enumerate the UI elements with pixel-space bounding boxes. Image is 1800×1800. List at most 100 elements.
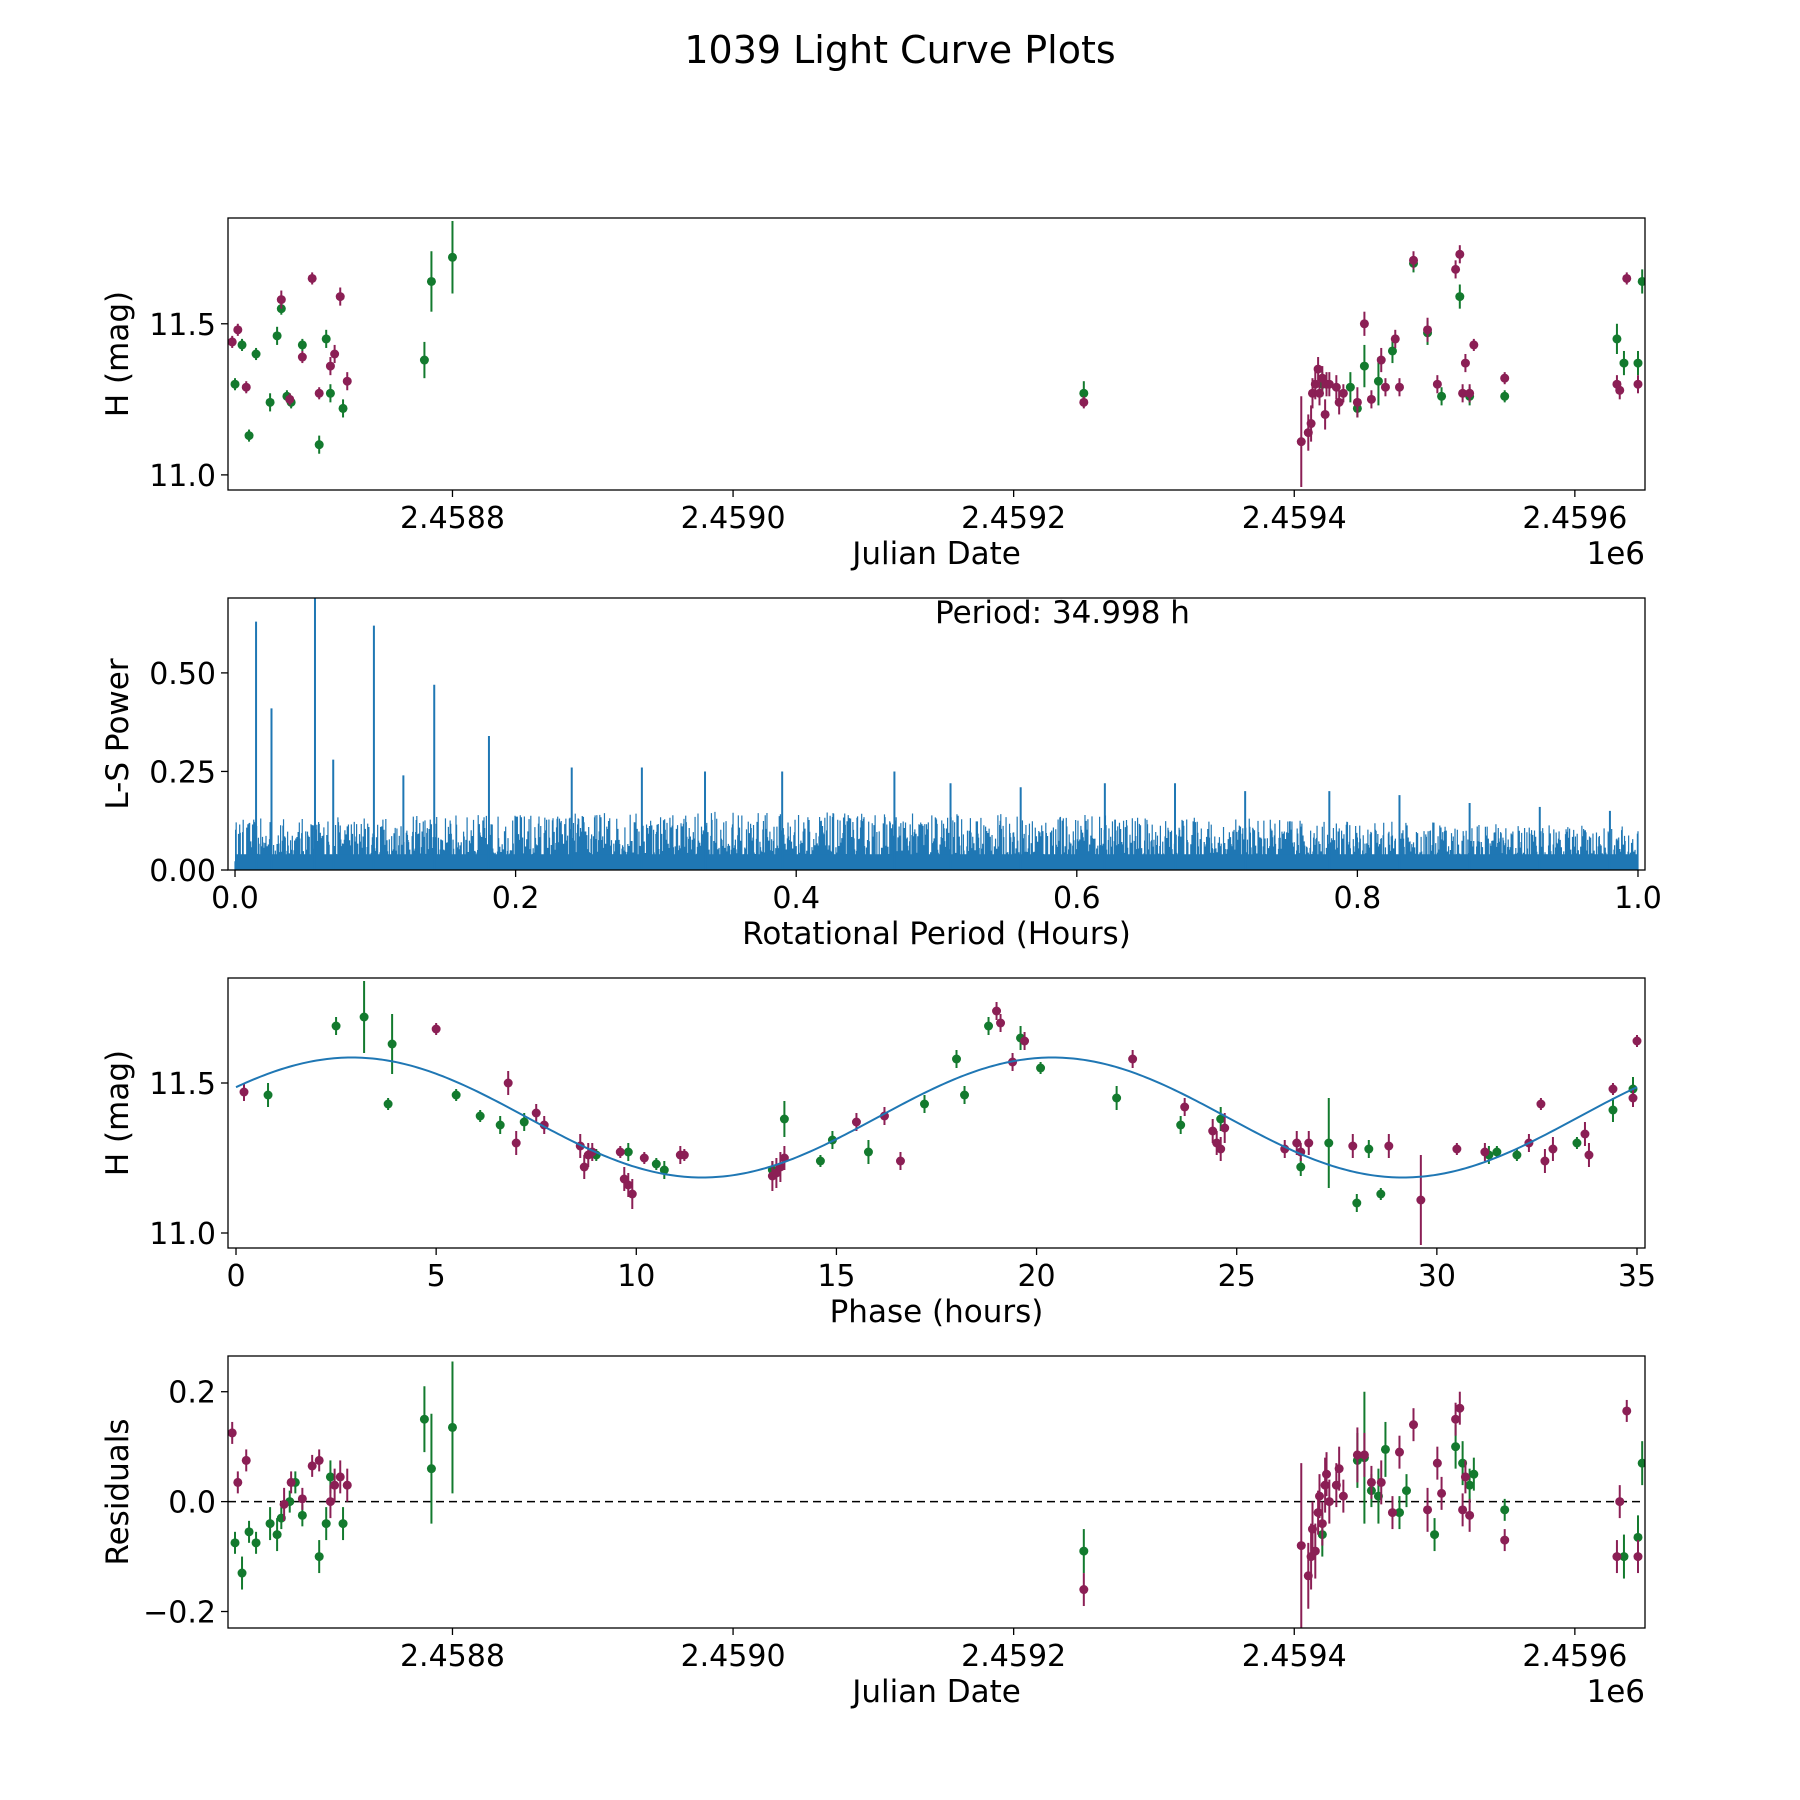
data-point-green xyxy=(1572,1138,1582,1148)
data-point-magenta xyxy=(1615,385,1625,395)
x-offset-label: 1e6 xyxy=(1586,1674,1645,1710)
data-point-magenta xyxy=(1460,358,1470,368)
data-point-magenta xyxy=(1320,409,1330,419)
data-point-green xyxy=(272,331,282,341)
data-point-magenta xyxy=(1458,1505,1468,1515)
data-point-magenta xyxy=(239,1087,249,1097)
data-point-magenta xyxy=(1460,1472,1470,1482)
data-point-magenta xyxy=(1208,1126,1218,1136)
data-point-magenta xyxy=(1348,1141,1358,1151)
data-point-green xyxy=(321,1519,331,1529)
data-point-green xyxy=(297,1510,307,1520)
axes-frame xyxy=(227,597,1646,871)
data-point-magenta xyxy=(1334,1464,1344,1474)
data-point-green xyxy=(1637,276,1645,286)
data-point-magenta xyxy=(1469,340,1479,350)
x-tick-label: 0 xyxy=(226,1259,245,1294)
data-point-magenta xyxy=(1180,1102,1190,1112)
periodogram-floor xyxy=(235,854,1638,870)
data-point-green xyxy=(960,1090,970,1100)
data-point-magenta xyxy=(325,361,335,371)
data-point-green xyxy=(1437,391,1447,401)
data-point-green xyxy=(1619,1552,1629,1562)
data-point-magenta xyxy=(297,1494,307,1504)
data-point-magenta xyxy=(1366,1477,1376,1487)
data-point-magenta xyxy=(325,1497,335,1507)
data-point-magenta xyxy=(1390,334,1400,344)
axes-frame xyxy=(227,1355,1646,1629)
data-layer xyxy=(235,981,1642,1245)
data-point-magenta xyxy=(314,1455,324,1465)
x-tick-label: 2.4590 xyxy=(681,1639,786,1674)
data-point-green xyxy=(1380,1444,1390,1454)
data-point-magenta xyxy=(1304,1138,1314,1148)
data-point-green xyxy=(451,1090,461,1100)
data-point-green xyxy=(230,379,240,389)
data-point-magenta xyxy=(639,1153,649,1163)
data-point-magenta xyxy=(1615,1497,1625,1507)
data-point-green xyxy=(331,1021,341,1031)
data-point-magenta xyxy=(1480,1147,1490,1157)
data-point-green xyxy=(338,1519,348,1529)
data-point-magenta xyxy=(1500,1535,1510,1545)
data-point-magenta xyxy=(1584,1150,1594,1160)
data-point-magenta xyxy=(615,1147,625,1157)
data-point-magenta xyxy=(1324,1497,1334,1507)
data-point-green xyxy=(1455,292,1465,302)
data-point-magenta xyxy=(531,1108,541,1118)
data-point-magenta xyxy=(1465,1510,1475,1520)
data-point-green xyxy=(952,1054,962,1064)
data-point-magenta xyxy=(1313,364,1323,374)
x-tick-label: 5 xyxy=(427,1259,446,1294)
data-point-magenta xyxy=(1432,1458,1442,1468)
data-point-green xyxy=(237,340,247,350)
data-point-magenta xyxy=(330,349,340,359)
y-tick-label: 0.00 xyxy=(149,854,216,889)
x-tick-label: 0.2 xyxy=(492,881,540,916)
data-point-green xyxy=(1465,1480,1475,1490)
x-tick-label: 2.4596 xyxy=(1522,1639,1627,1674)
data-point-magenta xyxy=(1451,264,1461,274)
data-point-green xyxy=(325,388,335,398)
data-point-magenta xyxy=(1633,379,1643,389)
data-point-magenta xyxy=(1338,388,1348,398)
x-tick-label: 2.4594 xyxy=(1242,501,1347,536)
data-point-magenta xyxy=(1409,255,1419,265)
data-point-magenta xyxy=(1315,388,1325,398)
data-point-green xyxy=(919,1099,929,1109)
figure-title: 1039 Light Curve Plots xyxy=(684,28,1116,72)
data-point-green xyxy=(321,334,331,344)
data-point-magenta xyxy=(1540,1156,1550,1166)
data-point-magenta xyxy=(1315,1491,1325,1501)
data-point-green xyxy=(1619,358,1629,368)
data-point-green xyxy=(419,355,429,365)
data-point-magenta xyxy=(1322,1469,1332,1479)
y-tick-label: 0.2 xyxy=(168,1376,216,1411)
y-tick-label: 0.50 xyxy=(149,657,216,692)
data-point-green xyxy=(1633,358,1643,368)
data-point-green xyxy=(1359,361,1369,371)
data-point-magenta xyxy=(233,1477,243,1487)
data-point-magenta xyxy=(1608,1084,1618,1094)
x-tick-label: 2.4588 xyxy=(400,1639,505,1674)
y-axis-label: L-S Power xyxy=(100,658,136,809)
data-point-green xyxy=(1451,1442,1461,1452)
x-axis-label: Rotational Period (Hours) xyxy=(742,916,1131,952)
data-point-magenta xyxy=(307,1461,317,1471)
data-point-magenta xyxy=(233,325,243,335)
data-point-magenta xyxy=(1458,388,1468,398)
data-point-magenta xyxy=(1394,1447,1404,1457)
x-tick-label: 35 xyxy=(1618,1259,1656,1294)
data-point-green xyxy=(984,1021,994,1031)
data-point-magenta xyxy=(228,1428,237,1438)
panel-1: 2.4588 2.4590 2.4592 2.4594 2.4596 11.0 11.5 Ju… xyxy=(100,217,1646,572)
data-point-magenta xyxy=(1334,397,1344,407)
data-point-magenta xyxy=(241,1455,251,1465)
y-tick-label: 11.5 xyxy=(149,1067,216,1102)
data-point-magenta xyxy=(1455,249,1465,259)
data-point-magenta xyxy=(1376,355,1386,365)
x-tick-label: 2.4590 xyxy=(681,501,786,536)
y-axis-label: Residuals xyxy=(100,1418,136,1565)
data-point-magenta xyxy=(579,1162,589,1172)
x-tick-label: 25 xyxy=(1218,1259,1256,1294)
